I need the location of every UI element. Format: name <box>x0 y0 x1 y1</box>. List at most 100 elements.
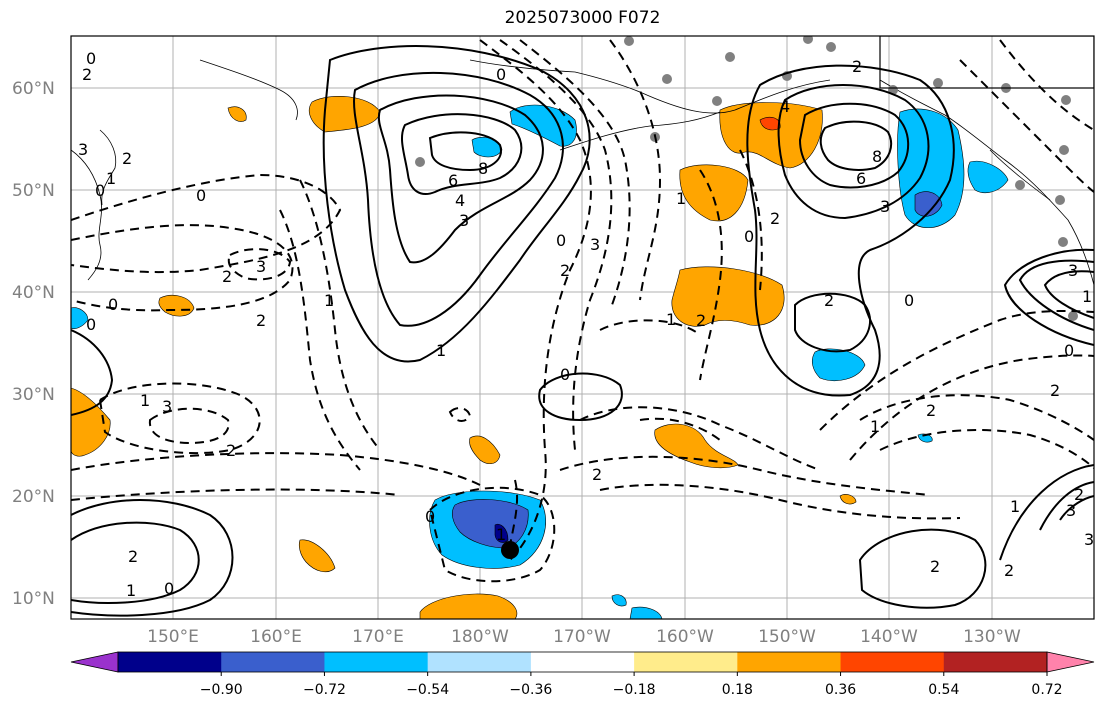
red-region <box>759 116 781 131</box>
station-markers <box>415 36 1078 321</box>
orange-region <box>419 593 518 619</box>
lon-label: 160°W <box>656 627 714 647</box>
colorbar-tick-label: −0.18 <box>613 682 656 698</box>
colorbar-tick-label: 0.72 <box>1031 682 1062 698</box>
contour-label: 2 <box>592 465 602 484</box>
contour-label: 1 <box>140 391 150 410</box>
blue-region <box>611 594 627 607</box>
contour-labels: 0 2 0 3 2 1 0 0 0 2 3 1 2 8 6 4 3 1 0 2 … <box>78 49 1094 600</box>
lat-label: 40°N <box>12 283 55 303</box>
lon-label: 170°E <box>352 627 404 647</box>
contour-label: 3 <box>1084 530 1094 549</box>
contour-label: 6 <box>856 169 866 188</box>
colorbar-extend-low <box>70 651 119 673</box>
contour-label: 3 <box>1066 501 1076 520</box>
lat-label: 10°N <box>12 589 55 609</box>
contour-label: 0 <box>425 507 435 526</box>
station-dot <box>1055 195 1065 205</box>
lat-label: 50°N <box>12 181 55 201</box>
contour-label: 1 <box>1082 287 1092 306</box>
station-dot <box>803 36 813 44</box>
lon-label: 150°E <box>147 627 199 647</box>
dashed-contours <box>71 39 1094 583</box>
station-dot <box>933 78 943 88</box>
contour-label: 3 <box>590 235 600 254</box>
colorbar-segment <box>840 652 945 672</box>
lon-label: 130°W <box>963 627 1021 647</box>
contour-label: 2 <box>256 311 266 330</box>
blue-region <box>71 307 89 330</box>
lon-label: 180°W <box>451 627 509 647</box>
inset-box <box>879 36 1094 89</box>
contour-label: 1 <box>324 291 334 310</box>
lat-label: 20°N <box>12 487 55 507</box>
deep-blue-region <box>914 191 943 217</box>
contour-label: 0 <box>560 365 570 384</box>
colorbar-tick-label: −0.54 <box>406 682 449 698</box>
contour-label: 0 <box>108 295 118 314</box>
lon-label: 160°E <box>250 627 302 647</box>
blue-region <box>967 160 1009 193</box>
colorbar-segment <box>324 652 429 672</box>
colorbar-segment <box>634 652 738 672</box>
lon-label: 170°W <box>553 627 611 647</box>
contour-label: 3 <box>78 140 88 159</box>
contour-label: 0 <box>196 186 206 205</box>
colorbar-tick-label: −0.36 <box>509 682 552 698</box>
contour-label: 0 <box>904 291 914 310</box>
contour-label: 3 <box>880 197 890 216</box>
contour-label: 2 <box>1050 381 1060 400</box>
lat-label: 30°N <box>12 385 55 405</box>
station-dot <box>624 36 634 46</box>
orange-region <box>654 423 739 469</box>
contour-label: 1 <box>870 417 880 436</box>
station-dot <box>1068 311 1078 321</box>
contour-label: 0 <box>86 315 96 334</box>
orange-region <box>719 102 823 169</box>
contour-label: 2 <box>696 311 706 330</box>
orange-region <box>308 96 381 133</box>
colorbar-segment <box>221 652 325 672</box>
colorbar-segment <box>943 652 1048 672</box>
contour-label: 2 <box>926 401 936 420</box>
contour-label: 2 <box>930 557 940 576</box>
contour-label: 0 <box>1064 341 1074 360</box>
colorbar-tick-label: −0.72 <box>303 682 346 698</box>
station-dot <box>1015 180 1025 190</box>
contour-label: 2 <box>560 261 570 280</box>
storm-center-marker <box>501 541 519 559</box>
blue-region <box>629 606 663 619</box>
contour-label: 0 <box>496 65 506 84</box>
colorbar-extend-high <box>1046 651 1095 673</box>
lat-label: 60°N <box>12 79 55 99</box>
contour-label: 4 <box>780 97 790 116</box>
station-dot <box>415 157 425 167</box>
contour-label: 0 <box>744 227 754 246</box>
latitude-labels: 60°N 50°N 40°N 30°N 20°N 10°N <box>12 79 55 609</box>
contour-label: 1 <box>126 581 136 600</box>
contour-label: 2 <box>1074 485 1084 504</box>
blue-region <box>917 433 933 443</box>
contour-label: 0 <box>86 49 96 68</box>
contour-label: 2 <box>1004 561 1014 580</box>
contour-label: 0 <box>164 579 174 598</box>
contour-label: 2 <box>122 149 132 168</box>
contour-label: 4 <box>455 191 465 210</box>
orange-region <box>298 539 336 573</box>
colorbar-tick-label: 0.54 <box>928 682 959 698</box>
lon-label: 140°W <box>860 627 918 647</box>
navy-region <box>494 523 509 543</box>
contour-label: 3 <box>162 397 172 416</box>
station-dot <box>826 42 836 52</box>
colorbar-segment <box>118 652 222 672</box>
contour-label: 2 <box>128 547 138 566</box>
contour-label: 1 <box>676 189 686 208</box>
contour-label: 1 <box>666 310 676 329</box>
station-dot <box>1058 237 1068 247</box>
station-dot <box>662 74 672 84</box>
station-dot <box>1061 95 1071 105</box>
station-dot <box>712 96 722 106</box>
colorbar <box>70 651 1095 673</box>
contour-label: 8 <box>872 147 882 166</box>
colorbar-segment <box>530 652 635 672</box>
